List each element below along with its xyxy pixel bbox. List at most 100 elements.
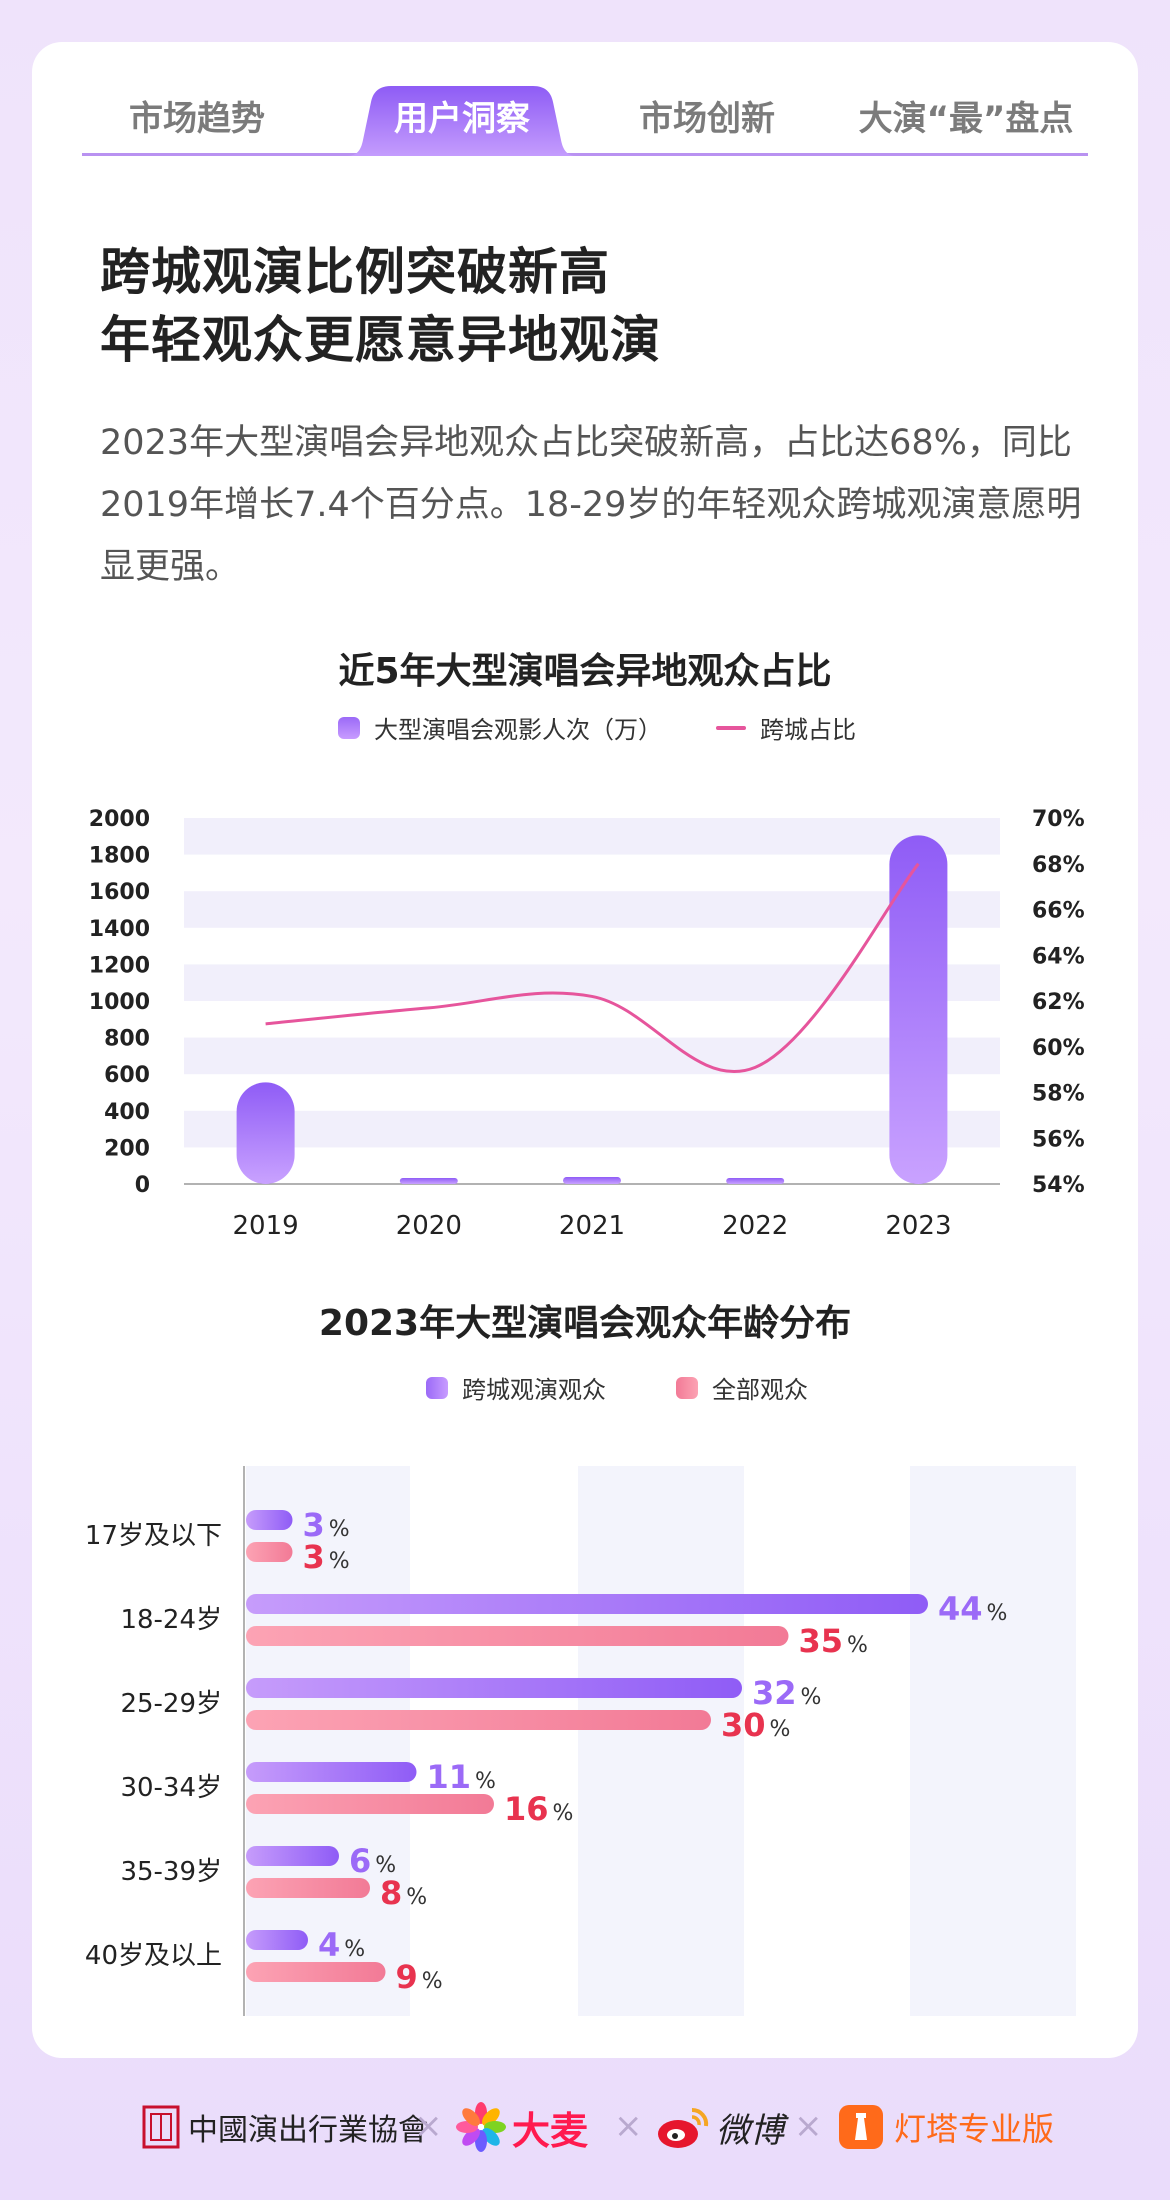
x-tick-label: 2020 [396, 1211, 462, 1241]
footer-partner-damai: 大麦 [456, 2092, 588, 2162]
y-tick-label: 400 [104, 1100, 150, 1125]
bar-cross-city-35-39岁 [246, 1846, 339, 1866]
tab-market-innovation[interactable]: 市场创新 [592, 86, 822, 156]
tab-underline [82, 153, 1088, 156]
tab-top-review[interactable]: 大演“最”盘点 [844, 86, 1088, 156]
chart2-legend-all: 全部观众 [676, 1370, 808, 1405]
y2-tick-label: 70% [1032, 807, 1085, 832]
chart2-legend-cross: 跨城观演观众 [426, 1370, 606, 1405]
age-category-label: 40岁及以上 [85, 1941, 222, 1971]
x-tick-label: 2019 [233, 1211, 299, 1241]
grid-band [578, 1466, 744, 2016]
weibo-name: 微博 [716, 2110, 784, 2151]
y-tick-label: 1400 [89, 917, 150, 942]
y-tick-label: 800 [104, 1027, 150, 1052]
y2-tick-label: 68% [1032, 853, 1085, 878]
y2-tick-label: 62% [1032, 990, 1085, 1015]
value-all: 9% [396, 1958, 443, 1996]
y-tick-label: 2000 [89, 807, 150, 832]
y2-tick-label: 58% [1032, 1082, 1085, 1107]
description: 2023年大型演唱会异地观众占比突破新高，占比达68%，同比2019年增长7.4… [100, 423, 1082, 587]
legend-line-label: 跨城占比 [760, 716, 856, 744]
tab-label: 用户洞察 [394, 99, 530, 139]
damai-logo-icon [456, 2102, 506, 2152]
bar-all-17岁及以下 [246, 1542, 293, 1562]
bar-all-18-24岁 [246, 1626, 789, 1646]
tab-market-trend[interactable]: 市场趋势 [82, 86, 312, 156]
dengta-name: 灯塔专业版 [894, 2110, 1055, 2148]
tab-label: 市场趋势 [129, 99, 265, 139]
legend-cross-label: 跨城观演观众 [462, 1376, 606, 1404]
y-tick-label: 1000 [89, 990, 150, 1015]
footer-sep-2: × [614, 2106, 643, 2146]
age-category-label: 30-34岁 [120, 1773, 222, 1803]
footer-partner-caoa: 中國演出行業協會 [142, 2092, 428, 2162]
y-tick-label: 1800 [89, 844, 150, 869]
legend-all-swatch [676, 1376, 698, 1399]
bar-all-30-34岁 [246, 1794, 494, 1814]
value-all: 35% [799, 1622, 868, 1660]
age-category-label: 35-39岁 [120, 1857, 222, 1887]
bar-cross-city-25-29岁 [246, 1678, 742, 1698]
bar-all-25-29岁 [246, 1710, 711, 1730]
value-all: 16% [504, 1790, 573, 1828]
chart2-svg: 17岁及以下 3 %3 %18-24岁 44 %35 %25-29岁 32 %30 %30-34岁… [85, 1466, 1076, 2016]
chart1-legend-line: 跨城占比 [716, 710, 856, 745]
footer-partner-dengta: 灯塔专业版 [838, 2092, 1054, 2162]
chart1-svg: 0 200 400 600 800 1000 1200 1400 1600 1800 2000 54… [89, 807, 1085, 1241]
age-category-label: 17岁及以下 [85, 1521, 222, 1551]
grid-band [184, 1037, 1000, 1075]
y2-tick-label: 56% [1032, 1127, 1085, 1152]
tab-label: 市场创新 [639, 99, 775, 139]
tab-user-insight[interactable]: 用户洞察 [347, 86, 577, 156]
y2-tick-label: 54% [1032, 1173, 1085, 1198]
legend-all-label: 全部观众 [712, 1376, 808, 1404]
weibo-logo-icon [658, 2107, 709, 2148]
grid-band [184, 891, 1000, 928]
legend-line-swatch [716, 725, 746, 730]
y-tick-label: 0 [135, 1173, 150, 1198]
chart2-title: 2023年大型演唱会观众年龄分布 [318, 1303, 852, 1344]
bar-all-40岁及以上 [246, 1962, 386, 1982]
grid-band [910, 1466, 1076, 2016]
grid-band [184, 1110, 1000, 1148]
grid-band [184, 964, 1000, 1001]
legend-cross-swatch [426, 1376, 448, 1399]
x-tick-label: 2023 [885, 1211, 951, 1241]
bar-viewers-2020 [399, 1178, 458, 1184]
dengta-logo-icon [839, 2105, 883, 2149]
grid-band [184, 818, 1000, 855]
value-cross-city: 11% [427, 1758, 496, 1796]
footer-sep-1: × [414, 2106, 443, 2146]
series-line-cross-city [265, 862, 920, 1074]
footer-partner-weibo: 微博 [656, 2092, 784, 2162]
y2-tick-label: 64% [1032, 944, 1085, 969]
bar-viewers-2023 [889, 835, 948, 1184]
y-tick-label: 1200 [89, 953, 150, 978]
tab-active-shape [347, 86, 577, 156]
x-tick-label: 2021 [559, 1211, 625, 1241]
chart1-legend-bar: 大型演唱会观影人次（万） [338, 710, 662, 745]
tab-label: 大演“最”盘点 [858, 99, 1074, 139]
y-tick-label: 1600 [89, 880, 150, 905]
bar-all-35-39岁 [246, 1878, 370, 1898]
value-cross-city: 44% [938, 1590, 1007, 1628]
bar-cross-city-17岁及以下 [246, 1510, 293, 1530]
footer-sep-3: × [794, 2106, 823, 2146]
age-category-label: 18-24岁 [120, 1605, 222, 1635]
caoa-seal-icon [142, 2105, 180, 2149]
title-line-1: 跨城观演比例突破新高 [100, 243, 610, 301]
age-category-label: 25-29岁 [120, 1689, 222, 1719]
y2-tick-label: 60% [1032, 1036, 1085, 1061]
legend-bar-label: 大型演唱会观影人次（万） [374, 716, 662, 744]
bar-viewers-2021 [563, 1177, 621, 1184]
title-line-2: 年轻观众更愿意异地观演 [100, 311, 661, 369]
x-tick-label: 2022 [722, 1211, 788, 1241]
y-tick-label: 200 [104, 1136, 150, 1161]
value-all: 30% [721, 1706, 790, 1744]
bar-cross-city-18-24岁 [246, 1594, 928, 1614]
bar-cross-city-30-34岁 [246, 1762, 417, 1782]
bar-viewers-2019 [236, 1082, 295, 1184]
legend-bar-swatch [338, 716, 360, 739]
caoa-name: 中國演出行業協會 [188, 2113, 428, 2148]
